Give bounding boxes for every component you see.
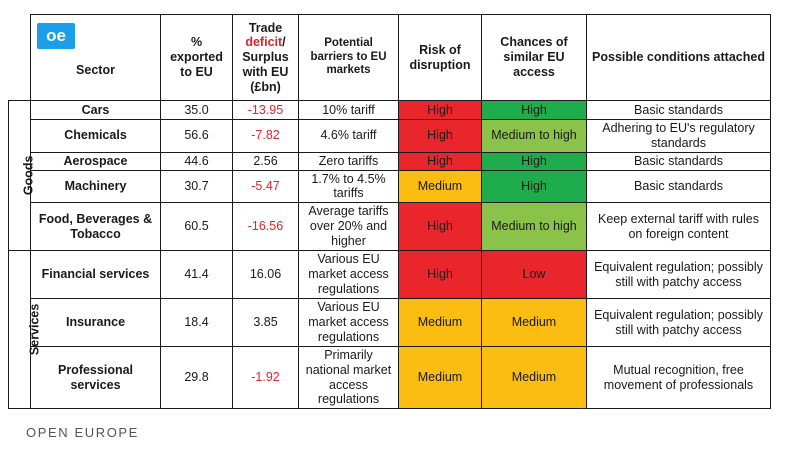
risk-cell: Medium [398,169,482,203]
chances-cell: Medium to high [481,119,587,153]
conditions-cell: Basic standards [586,151,771,171]
trade-cell: -5.47 [232,169,299,203]
sector-cell: Machinery [30,169,161,203]
sector-cell: Professional services [30,346,161,409]
table-row: Chemicals 56.6 -7.82 4.6% tariff High Me… [9,119,771,153]
risk-cell: High [398,202,482,251]
header-exported: % exported to EU [160,14,233,101]
sector-cell: Food, Beverages & Tobacco [30,202,161,251]
chances-cell: Medium [481,346,587,409]
chances-cell: Low [481,250,587,299]
table-row: Services Financial services 41.4 16.06 V… [8,250,771,409]
conditions-cell: Mutual recognition, free movement of pro… [586,346,771,409]
chances-cell: High [481,151,587,171]
risk-cell: Medium [398,298,482,347]
chances-cell: Medium [481,298,587,347]
table-row: Machinery 30.7 -5.47 1.7% to 4.5% tariff… [9,169,771,203]
conditions-cell: Basic standards [586,100,771,120]
header-sector-label: Sector [76,63,115,78]
chances-cell: High [481,169,587,203]
barriers-cell: Primarily national market access regulat… [298,346,399,409]
conditions-cell: Keep external tariff with rules on forei… [586,202,771,251]
risk-cell: High [398,151,482,171]
header-trade-red: deficit [245,35,283,50]
header-trade-post: / Surplus with EU [242,35,289,79]
conditions-cell: Equivalent regulation; possibly still wi… [586,298,771,347]
group-services-label: Services [27,303,42,356]
barriers-cell: Average tariffs over 20% and higher [298,202,399,251]
header-chances: Chances of similar EU access [481,14,587,101]
header-trade: Trade deficit/ Surplus with EU (£bn) [232,14,299,101]
conditions-cell: Equivalent regulation; possibly still wi… [586,250,771,299]
exported-cell: 44.6 [160,151,233,171]
exported-cell: 18.4 [160,298,233,347]
group-services: Services [8,250,41,409]
sector-cell: Aerospace [30,151,161,171]
trade-cell: 16.06 [232,250,299,299]
barriers-cell: 1.7% to 4.5% tariffs [298,169,399,203]
table-row: Insurance 18.4 3.85 Various EU market ac… [9,298,771,347]
risk-cell: High [398,250,482,299]
source-footer: OPEN EUROPE [26,425,139,440]
table-row: Goods Cars 35.0 -13.95 10% tariff High H… [8,100,771,251]
chances-cell: Medium to high [481,202,587,251]
sector-risk-table: oe Sector % exported to EU Trade deficit… [8,14,771,409]
oe-logo: oe [37,23,75,49]
barriers-cell: 10% tariff [298,100,399,120]
risk-cell: Medium [398,346,482,409]
header-sector: oe Sector [30,14,161,101]
table-row: Food, Beverages & Tobacco 60.5 -16.56 Av… [9,202,771,251]
exported-cell: 30.7 [160,169,233,203]
header-trade-unit: (£bn) [250,79,281,94]
header-blank [9,15,31,101]
barriers-cell: Zero tariffs [298,151,399,171]
header-barriers: Potential barriers to EU markets [298,14,399,101]
barriers-cell: Various EU market access regulations [298,298,399,347]
header-conditions: Possible conditions attached [586,14,771,101]
exported-cell: 35.0 [160,100,233,120]
risk-cell: High [398,100,482,120]
table-row: Professional services 29.8 -1.92 Primari… [9,346,771,409]
group-goods-label: Goods [21,155,36,196]
trade-cell: -13.95 [232,100,299,120]
header-risk: Risk of disruption [398,14,482,101]
risk-cell: High [398,119,482,153]
sector-cell: Cars [30,100,161,120]
exported-cell: 29.8 [160,346,233,409]
sector-cell: Insurance [30,298,161,347]
trade-cell: -1.92 [232,346,299,409]
trade-cell: -7.82 [232,119,299,153]
table-row: Aerospace 44.6 2.56 Zero tariffs High Hi… [9,151,771,171]
conditions-cell: Adhering to EU's regulatory standards [586,119,771,153]
exported-cell: 60.5 [160,202,233,251]
exported-cell: 56.6 [160,119,233,153]
trade-cell: 2.56 [232,151,299,171]
group-goods: Goods [8,100,35,251]
barriers-cell: Various EU market access regulations [298,250,399,299]
barriers-cell: 4.6% tariff [298,119,399,153]
chances-cell: High [481,100,587,120]
header-row: oe Sector % exported to EU Trade deficit… [9,14,771,101]
exported-cell: 41.4 [160,250,233,299]
sector-cell: Financial services [30,250,161,299]
sector-table-container: oe Sector % exported to EU Trade deficit… [8,14,771,409]
sector-cell: Chemicals [30,119,161,153]
trade-cell: -16.56 [232,202,299,251]
conditions-cell: Basic standards [586,169,771,203]
trade-cell: 3.85 [232,298,299,347]
header-trade-pre: Trade [248,20,283,35]
